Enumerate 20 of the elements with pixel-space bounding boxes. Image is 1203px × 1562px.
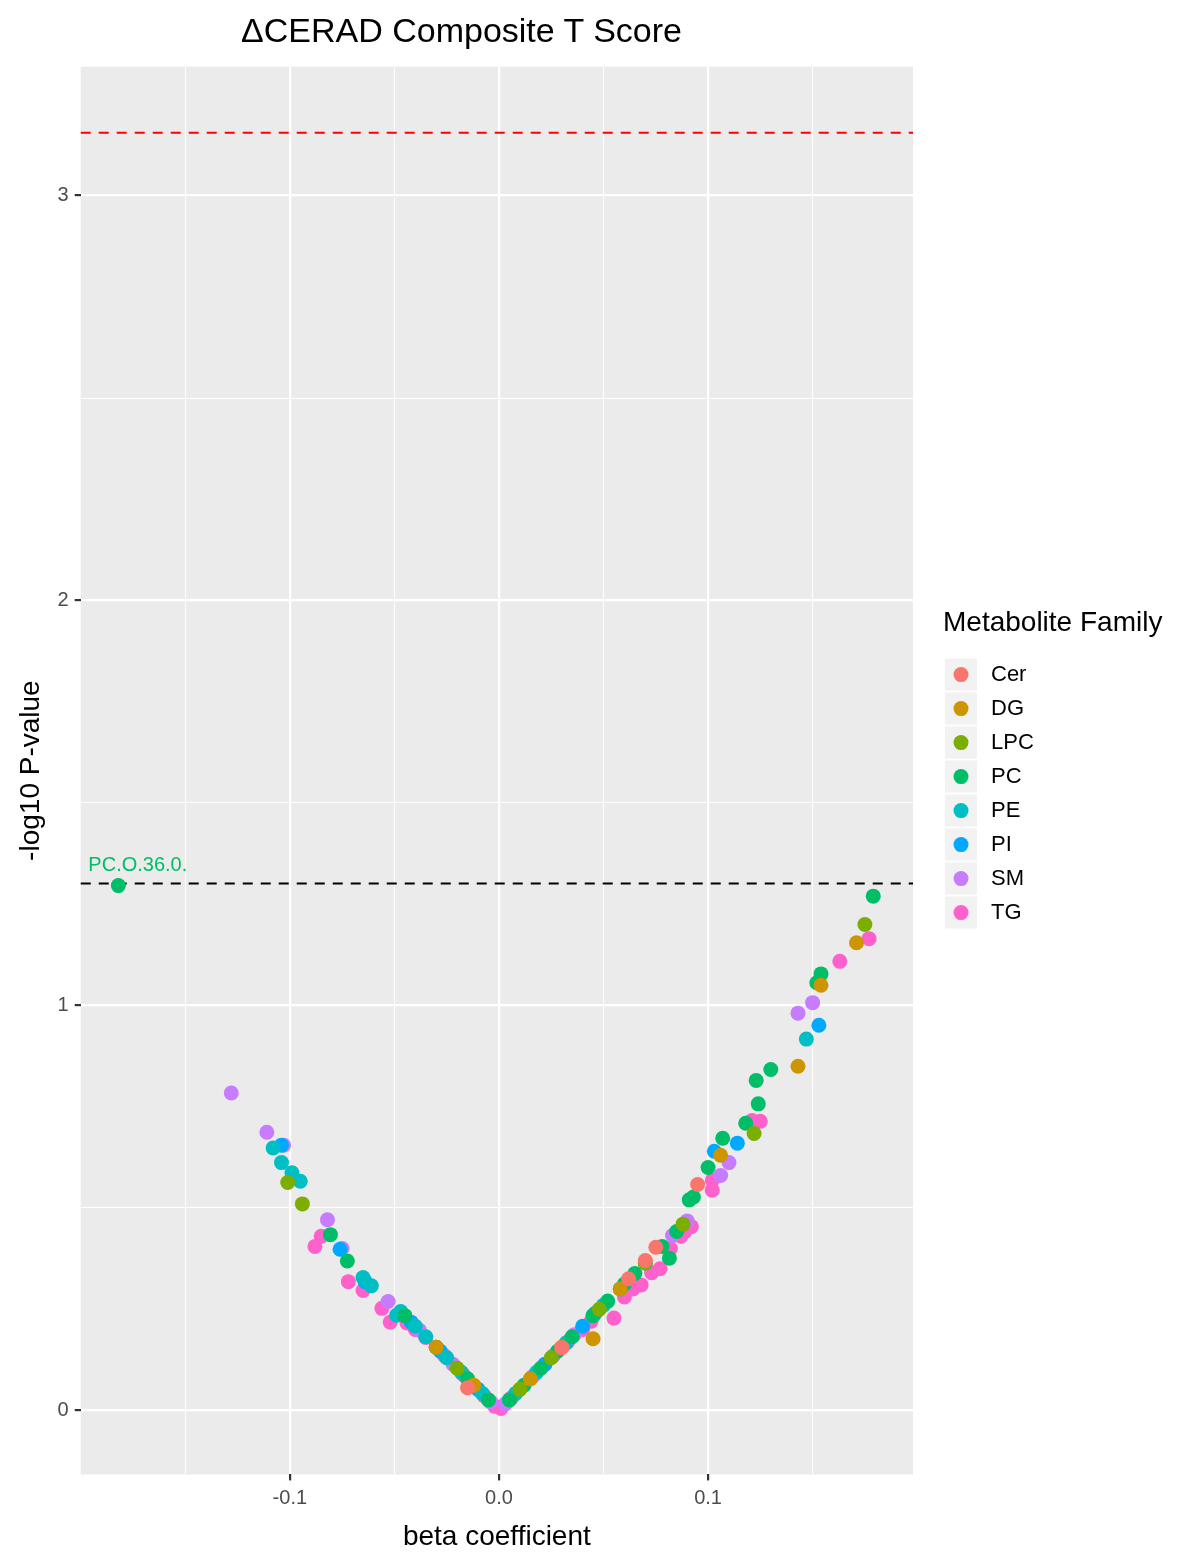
x-tick-label: 0.0: [485, 1485, 513, 1508]
legend-title: Metabolite Family: [943, 606, 1163, 638]
legend-label: TG: [991, 898, 1022, 924]
legend-label: SM: [991, 864, 1024, 890]
legend-label: PI: [991, 830, 1012, 856]
y-axis-title: -log10 P-value: [13, 680, 45, 861]
x-tick-label: 0.1: [694, 1485, 722, 1508]
chart-title: ΔCERAD Composite T Score: [241, 10, 682, 49]
y-tick-label: 3: [57, 183, 69, 206]
y-tick-label: 1: [57, 992, 69, 1015]
legend-label: PE: [991, 796, 1021, 822]
legend-label: PC: [991, 762, 1022, 788]
annotation: PC.O.36.0.: [88, 853, 188, 876]
legend-label: LPC: [991, 728, 1034, 754]
y-tick-label: 0: [57, 1397, 69, 1420]
x-axis-title: beta coefficient: [402, 1519, 591, 1551]
x-tick-label: -0.1: [272, 1485, 308, 1508]
legend-label: DG: [991, 694, 1024, 720]
y-tick-label: 2: [57, 588, 69, 611]
legend-label: Cer: [991, 660, 1027, 686]
